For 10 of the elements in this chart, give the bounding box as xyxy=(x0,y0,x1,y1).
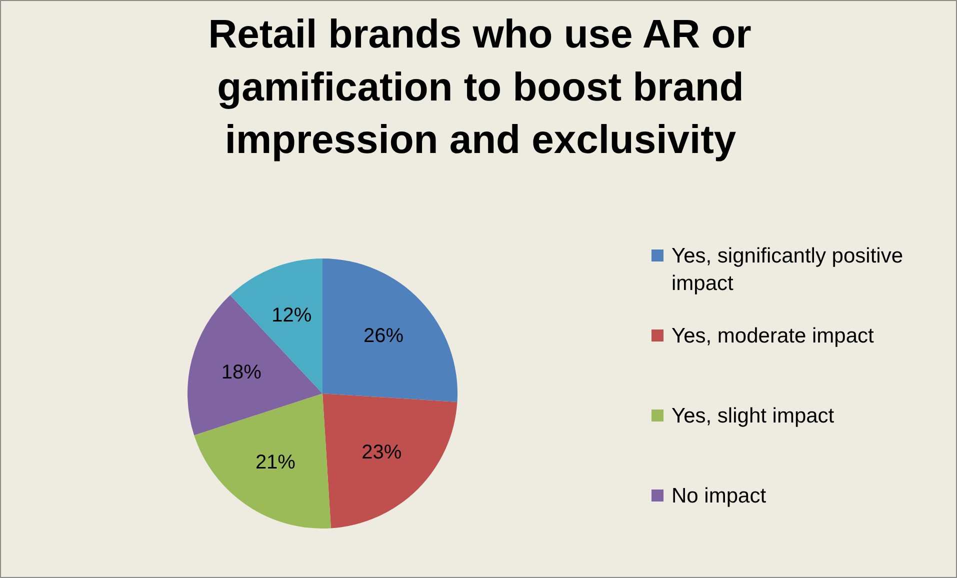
data-label: 12% xyxy=(272,304,312,327)
legend-label: Yes, significantly positive impact xyxy=(672,244,904,296)
legend-label: No impact xyxy=(672,484,766,508)
data-label: 21% xyxy=(255,452,296,474)
legend-label: Yes, slight impact xyxy=(672,404,834,428)
data-label: 26% xyxy=(364,325,404,348)
chart-title: Retail brands who use AR or gamification to boost brand impression and exclusivity xyxy=(208,12,752,162)
data-label: 23% xyxy=(362,442,402,464)
legend-label: Yes, moderate impact xyxy=(672,324,874,348)
data-label: 18% xyxy=(221,362,262,384)
